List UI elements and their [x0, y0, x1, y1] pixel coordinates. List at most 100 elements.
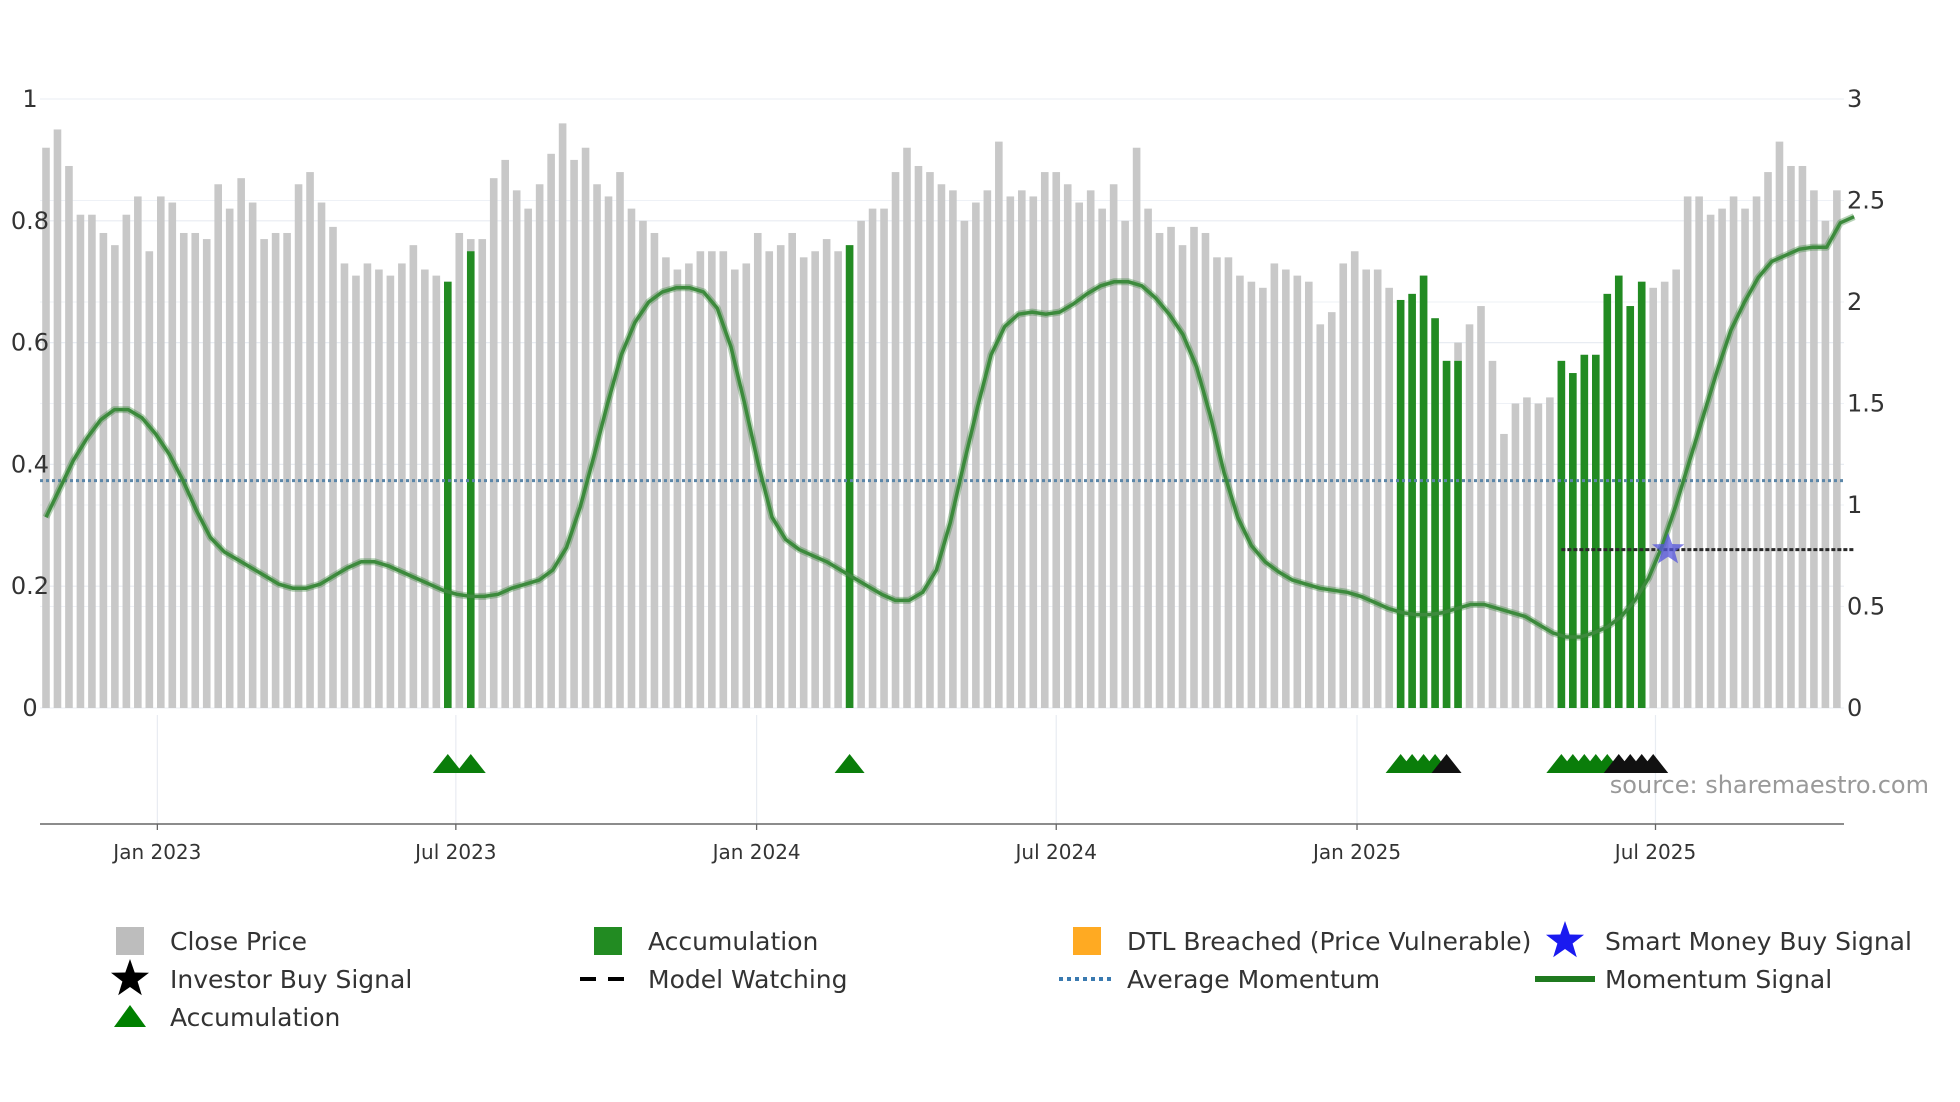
close-price-bar — [1500, 433, 1508, 708]
legend-swatch-square — [1073, 927, 1101, 955]
left-tick-label: 0 — [22, 694, 37, 722]
close-price-bar — [398, 263, 406, 708]
axes: 0 0.2 0.4 0.6 0.8 1 0 0.5 1 1.5 2 2.5 3 Jan 2023 Jul 2… — [11, 85, 1885, 864]
close-price-bar — [616, 172, 624, 708]
close-price-bar — [421, 269, 429, 708]
close-price-bar — [1752, 196, 1761, 708]
close-price-bar — [1305, 281, 1313, 708]
close-price-bar — [1293, 275, 1302, 708]
close-price-bar — [283, 232, 291, 709]
legend-swatch-square — [594, 927, 622, 955]
close-price-bar — [558, 123, 567, 709]
close-price-bar — [926, 172, 934, 708]
close-price-bar — [1672, 269, 1680, 708]
close-price-bar — [1018, 190, 1026, 709]
close-price-bar — [776, 245, 785, 708]
close-price-bar — [65, 165, 73, 709]
close-price-bar — [995, 141, 1003, 708]
close-price-bar — [455, 232, 464, 709]
close-price-bar — [1339, 263, 1348, 708]
close-price-bar — [1270, 263, 1279, 708]
legend-label: Accumulation — [170, 1003, 340, 1032]
close-price-bar — [179, 232, 188, 709]
left-tick-label: 0.6 — [11, 329, 49, 357]
legend-swatch-square — [116, 927, 144, 955]
close-price-bar — [1787, 165, 1795, 709]
close-price-bar — [1144, 208, 1152, 708]
accumulation-bar — [1454, 360, 1462, 708]
close-price-bar — [857, 220, 865, 709]
smart-money-signals — [1652, 532, 1685, 564]
close-price-bar — [202, 239, 211, 708]
momentum-signal-path — [44, 215, 1855, 639]
close-price-bar — [271, 232, 280, 709]
close-price-bar — [1729, 196, 1738, 708]
accumulation-bar — [1580, 354, 1589, 708]
close-price-bar — [1373, 269, 1382, 708]
right-tick-label: 2.5 — [1847, 187, 1885, 215]
close-price-bar — [891, 172, 900, 708]
close-price-bar — [1121, 220, 1129, 709]
close-price-bar — [329, 226, 337, 708]
investor-buy-marker — [1638, 754, 1669, 773]
legend-label: Investor Buy Signal — [170, 965, 412, 994]
x-tick-label: Jan 2025 — [1311, 840, 1401, 864]
close-price-bar — [753, 232, 762, 709]
accumulation-bar — [1592, 354, 1600, 708]
close-price-bar — [880, 208, 888, 708]
signal-markers — [432, 754, 1669, 773]
legend-label: DTL Breached (Price Vulnerable) — [1127, 927, 1531, 956]
close-price-bar — [363, 263, 372, 708]
accumulation-bar — [1603, 293, 1612, 708]
legend: Close Price Accumulation DTL Breached (Pri… — [111, 921, 1912, 1032]
accumulation-bar — [1569, 373, 1577, 708]
legend-label: Smart Money Buy Signal — [1605, 927, 1912, 956]
x-tick-label: Jan 2023 — [111, 840, 201, 864]
close-price-bar — [99, 232, 108, 709]
close-price-bar — [1718, 208, 1726, 708]
close-price-bar — [42, 147, 50, 709]
x-tick-label: Jan 2024 — [711, 840, 801, 864]
close-price-bar — [191, 232, 200, 709]
close-price-bar — [983, 190, 992, 709]
right-tick-label: 1.5 — [1847, 390, 1885, 418]
close-price-bar — [340, 263, 349, 708]
close-price-bar — [1362, 269, 1370, 708]
accumulation-bar — [466, 251, 475, 708]
close-price-bar — [937, 184, 946, 708]
accumulation-marker — [432, 754, 463, 773]
close-price-bar — [1075, 202, 1083, 708]
accumulation-marker — [834, 754, 865, 773]
close-price-bar — [604, 196, 613, 708]
close-price-bar — [157, 196, 165, 708]
close-price-bar — [317, 202, 326, 708]
close-price-bar — [53, 129, 62, 708]
legend-label: Accumulation — [648, 927, 818, 956]
close-price-bar — [225, 208, 234, 708]
legend-label: Average Momentum — [1127, 965, 1380, 994]
close-price-bar — [294, 184, 303, 708]
accumulation-bar — [1431, 318, 1439, 708]
close-price-bar — [719, 251, 728, 708]
accumulation-bar — [1396, 299, 1405, 708]
close-price-bar — [260, 239, 268, 708]
close-price-bar — [662, 257, 670, 708]
close-price-bar — [1775, 141, 1784, 708]
close-price-bar — [731, 269, 739, 708]
close-price-bar — [1236, 275, 1244, 708]
close-price-bar — [237, 178, 245, 709]
accumulation-bar — [1626, 306, 1635, 708]
close-price-bar — [1327, 312, 1336, 708]
close-price-bar — [1063, 184, 1072, 708]
close-price-bar — [1660, 281, 1669, 708]
close-price-bar — [1477, 306, 1485, 708]
x-tick-label: Jul 2023 — [413, 840, 496, 864]
close-price-bar — [949, 190, 957, 709]
legend-swatch-star — [1546, 921, 1584, 958]
close-price-bar — [1201, 232, 1210, 709]
investor-buy-marker — [1431, 754, 1462, 773]
close-price-bar — [1764, 172, 1772, 708]
accumulation-bar — [1637, 281, 1646, 708]
close-price-bar — [1534, 403, 1543, 708]
